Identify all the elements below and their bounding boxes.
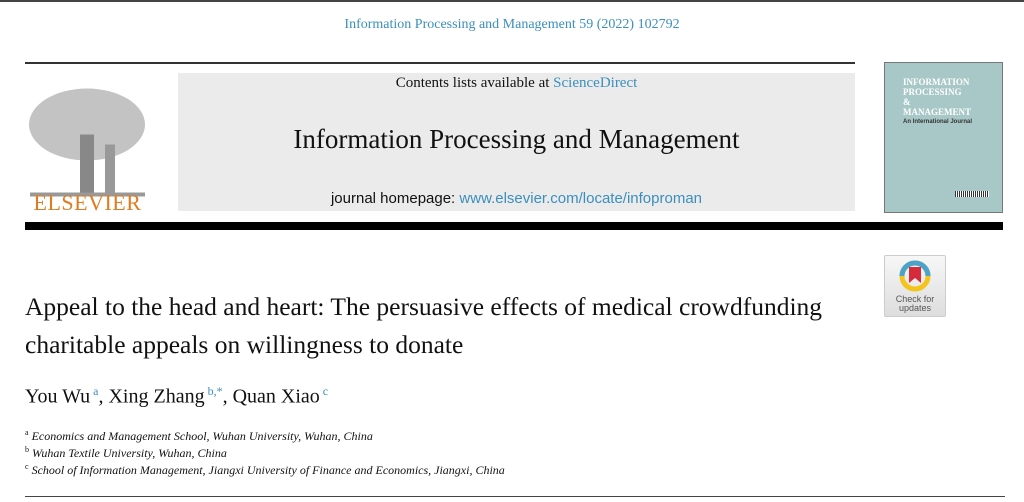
author-list: You Wu a, Xing Zhang b,*, Quan Xiao c — [25, 384, 329, 408]
affiliation: c School of Information Management, Jian… — [25, 462, 505, 478]
aff-sup: b — [25, 445, 29, 454]
author-sup[interactable]: b,* — [207, 384, 223, 398]
thick-divider — [25, 222, 1003, 230]
author-name[interactable]: Xing Zhang — [108, 385, 205, 408]
top-border — [0, 0, 1024, 2]
cover-line: MANAGEMENT — [903, 107, 971, 117]
crossmark-icon — [899, 260, 931, 292]
author-name[interactable]: Quan Xiao — [232, 385, 320, 408]
citation-header: Information Processing and Management 59… — [344, 17, 680, 32]
homepage-prefix: journal homepage: — [330, 190, 460, 207]
journal-title: Information Processing and Management — [293, 124, 740, 154]
affiliation: b Wuhan Textile University, Wuhan, China — [25, 445, 227, 461]
check-updates-text: updates — [898, 303, 932, 313]
check-updates-text: Check for — [895, 294, 935, 304]
elsevier-tree-logo — [29, 88, 145, 197]
aff-sup: a — [25, 428, 29, 437]
homepage-link[interactable]: www.elsevier.com/locate/infoproman — [459, 190, 703, 207]
sciencedirect-link[interactable]: ScienceDirect — [553, 75, 638, 91]
contents-line: Contents lists available at ScienceDirec… — [178, 75, 855, 92]
author-sup[interactable]: c — [322, 384, 329, 398]
author-name[interactable]: You Wu — [25, 385, 91, 408]
article-title: Appeal to the head and heart: The persua… — [25, 292, 823, 359]
aff-text: School of Information Management, Jiangx… — [31, 463, 505, 477]
divider — [25, 62, 855, 64]
homepage-line: journal homepage: www.elsevier.com/locat… — [178, 190, 855, 207]
journal-cover[interactable]: INFORMATION PROCESSING & MANAGEMENT An I… — [884, 62, 1003, 213]
divider — [25, 496, 1005, 497]
affiliation: a Economics and Management School, Wuhan… — [25, 428, 373, 444]
elsevier-logo-text: ELSEVIER — [33, 190, 142, 215]
aff-text: Economics and Management School, Wuhan U… — [31, 429, 373, 443]
cover-line: & — [903, 97, 911, 107]
author-sup[interactable]: a — [93, 384, 99, 398]
aff-text: Wuhan Textile University, Wuhan, China — [32, 446, 227, 460]
barcode-icon — [955, 191, 989, 197]
cover-subtitle: An International Journal — [903, 119, 973, 125]
cover-line: INFORMATION — [903, 77, 970, 87]
contents-prefix: Contents lists available at — [395, 75, 554, 91]
aff-sup: c — [25, 462, 29, 471]
check-for-updates-button[interactable]: Check for updates — [884, 255, 946, 317]
masthead-box — [178, 73, 855, 211]
cover-line: PROCESSING — [903, 87, 962, 97]
